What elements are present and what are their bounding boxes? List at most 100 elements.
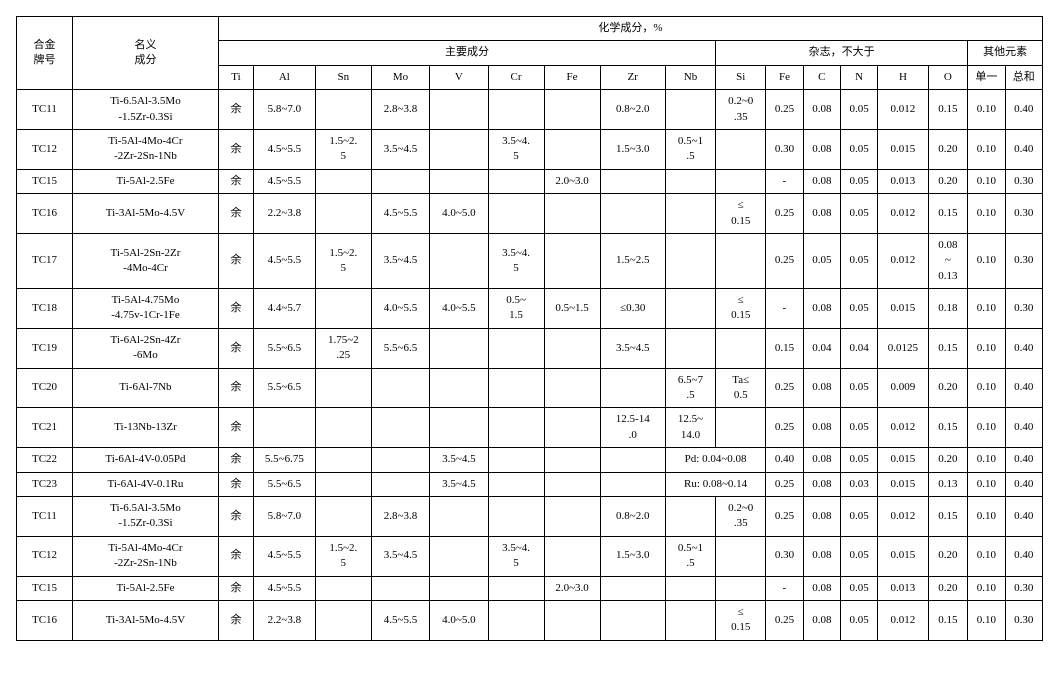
cell-cr: 0.5~ 1.5 <box>488 289 544 329</box>
cell-si <box>716 233 766 288</box>
cell-nominal: Ti-6Al-7Nb <box>73 368 219 408</box>
cell-zr: ≤0.30 <box>600 289 665 329</box>
cell-c: 0.04 <box>803 328 840 368</box>
cell-nominal: Ti-5Al-2Sn-2Zr -4Mo-4Cr <box>73 233 219 288</box>
cell-ti: 余 <box>218 129 253 169</box>
cell-al: 4.5~5.5 <box>253 576 315 600</box>
cell-zr <box>600 472 665 496</box>
header-chem: 化学成分，% <box>218 17 1042 41</box>
cell-c: 0.08 <box>803 600 840 640</box>
cell-si <box>716 576 766 600</box>
cell-nominal: Ti-6.5Al-3.5Mo -1.5Zr-0.3Si <box>73 496 219 536</box>
table-body: TC11Ti-6.5Al-3.5Mo -1.5Zr-0.3Si余5.8~7.02… <box>17 90 1043 641</box>
cell-c: 0.08 <box>803 194 840 234</box>
cell-cr <box>488 600 544 640</box>
cell-single: 0.10 <box>968 536 1005 576</box>
cell-c: 0.08 <box>803 472 840 496</box>
cell-mo: 3.5~4.5 <box>371 233 429 288</box>
cell-c: 0.08 <box>803 408 840 448</box>
table-row: TC12Ti-5Al-4Mo-4Cr -2Zr-2Sn-1Nb余4.5~5.51… <box>17 536 1043 576</box>
cell-h: 0.012 <box>878 194 928 234</box>
cell-single: 0.10 <box>968 328 1005 368</box>
cell-si <box>716 328 766 368</box>
cell-ti: 余 <box>218 448 253 472</box>
cell-grade: TC11 <box>17 496 73 536</box>
cell-sum: 0.40 <box>1005 448 1042 472</box>
cell-fe-imp: 0.25 <box>766 368 803 408</box>
cell-o: 0.20 <box>928 368 968 408</box>
table-row: TC11Ti-6.5Al-3.5Mo -1.5Zr-0.3Si余5.8~7.02… <box>17 496 1043 536</box>
cell-v: 4.0~5.5 <box>430 289 488 329</box>
cell-mo: 4.5~5.5 <box>371 600 429 640</box>
cell-o: 0.20 <box>928 448 968 472</box>
cell-fe-imp: 0.25 <box>766 408 803 448</box>
cell-fe-imp: 0.25 <box>766 472 803 496</box>
table-row: TC15Ti-5Al-2.5Fe余4.5~5.52.0~3.0-0.080.05… <box>17 169 1043 193</box>
cell-o: 0.20 <box>928 169 968 193</box>
cell-grade: TC19 <box>17 328 73 368</box>
cell-nominal: Ti-13Nb-13Zr <box>73 408 219 448</box>
cell-grade: TC18 <box>17 289 73 329</box>
col-n: N <box>840 65 877 89</box>
cell-al: 4.4~5.7 <box>253 289 315 329</box>
cell-fe-imp: 0.15 <box>766 328 803 368</box>
cell-cr <box>488 472 544 496</box>
cell-mo: 3.5~4.5 <box>371 129 429 169</box>
cell-v: 4.0~5.0 <box>430 600 488 640</box>
cell-v <box>430 90 488 130</box>
table-row: TC16Ti-3Al-5Mo-4.5V余2.2~3.84.5~5.54.0~5.… <box>17 194 1043 234</box>
cell-o: 0.20 <box>928 536 968 576</box>
cell-h: 0.013 <box>878 169 928 193</box>
cell-fe <box>544 233 600 288</box>
cell-grade: TC20 <box>17 368 73 408</box>
cell-v <box>430 169 488 193</box>
cell-sn <box>315 289 371 329</box>
cell-al <box>253 408 315 448</box>
cell-v <box>430 576 488 600</box>
cell-fe <box>544 600 600 640</box>
cell-n: 0.05 <box>840 90 877 130</box>
cell-sn <box>315 169 371 193</box>
cell-ti: 余 <box>218 233 253 288</box>
cell-sn <box>315 408 371 448</box>
col-nb: Nb <box>665 65 715 89</box>
col-v: V <box>430 65 488 89</box>
cell-sum: 0.40 <box>1005 496 1042 536</box>
cell-fe: 2.0~3.0 <box>544 169 600 193</box>
cell-n: 0.05 <box>840 448 877 472</box>
cell-zr: 12.5-14 .0 <box>600 408 665 448</box>
cell-single: 0.10 <box>968 289 1005 329</box>
cell-mo: 5.5~6.5 <box>371 328 429 368</box>
cell-o: 0.15 <box>928 496 968 536</box>
cell-ti: 余 <box>218 472 253 496</box>
cell-sum: 0.40 <box>1005 408 1042 448</box>
cell-c: 0.08 <box>803 129 840 169</box>
cell-ti: 余 <box>218 536 253 576</box>
cell-h: 0.015 <box>878 448 928 472</box>
cell-al: 5.8~7.0 <box>253 496 315 536</box>
cell-v: 3.5~4.5 <box>430 472 488 496</box>
cell-al: 4.5~5.5 <box>253 233 315 288</box>
cell-sum: 0.30 <box>1005 194 1042 234</box>
cell-cr: 3.5~4. 5 <box>488 536 544 576</box>
cell-sum: 0.30 <box>1005 289 1042 329</box>
cell-nb: 0.5~1 .5 <box>665 129 715 169</box>
cell-cr <box>488 90 544 130</box>
header-other: 其他元素 <box>968 41 1043 65</box>
cell-fe <box>544 368 600 408</box>
cell-h: 0.012 <box>878 408 928 448</box>
table-row: TC15Ti-5Al-2.5Fe余4.5~5.52.0~3.0-0.080.05… <box>17 576 1043 600</box>
cell-h: 0.015 <box>878 129 928 169</box>
cell-single: 0.10 <box>968 448 1005 472</box>
cell-c: 0.08 <box>803 448 840 472</box>
cell-cr <box>488 408 544 448</box>
cell-n: 0.05 <box>840 600 877 640</box>
cell-o: 0.15 <box>928 328 968 368</box>
cell-ti: 余 <box>218 576 253 600</box>
cell-fe-imp: - <box>766 576 803 600</box>
cell-mo <box>371 169 429 193</box>
cell-h: 0.0125 <box>878 328 928 368</box>
cell-nb <box>665 600 715 640</box>
cell-sum: 0.30 <box>1005 600 1042 640</box>
cell-merged-nb-si: Ru: 0.08~0.14 <box>665 472 765 496</box>
